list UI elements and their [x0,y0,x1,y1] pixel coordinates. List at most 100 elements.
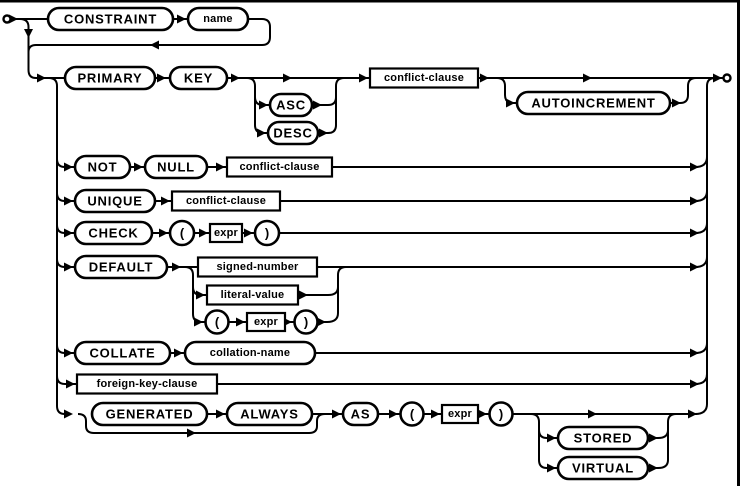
terminal-default: DEFAULT [73,254,169,280]
connector-right-collector [694,77,716,415]
terminal-lparen-default-label: ( [215,315,220,330]
nonterminal-expr-generated: expr [440,403,480,425]
window-right-border [737,0,740,486]
nonterminal-foreign-key-clause-shape [75,373,219,395]
terminal-desc: DESC [266,120,320,146]
nonterminal-conflict-clause-unique-shape [170,190,282,212]
terminal-virtual-shape [556,455,650,481]
terminal-check-label: CHECK [88,226,138,241]
nonterminal-collation-name-shape [183,340,317,366]
terminal-rparen-generated-label: ) [499,407,503,422]
terminal-key-shape [168,65,229,91]
terminal-desc-label: DESC [273,126,312,141]
terminal-generated: GENERATED [90,401,209,427]
terminal-stored: STORED [556,425,650,451]
nonterminal-conflict-clause-notnull: conflict-clause [225,156,334,178]
terminal-constraint-shape [46,6,175,32]
terminal-not-shape [73,154,132,180]
terminal-lparen-default-shape [204,309,230,335]
nonterminal-conflict-clause-pk-shape [368,67,480,89]
nonterminal-signed-number-shape [196,256,319,278]
nonterminal-collation-name: collation-name [183,340,317,366]
nonterminal-conflict-clause-notnull-shape [225,156,334,178]
nonterminal-name: name [186,6,250,32]
nonterminal-signed-number: signed-number [196,256,319,278]
nonterminal-expr-generated-shape [440,403,480,425]
nonterminal-signed-number-label: signed-number [216,261,299,273]
nonterminal-collation-name-label: collation-name [210,347,290,359]
terminal-as-label: AS [351,407,371,422]
terminal-desc-shape [266,120,320,146]
terminal-asc-label: ASC [276,98,306,113]
terminal-virtual: VIRTUAL [556,455,650,481]
terminal-primary: PRIMARY [63,65,157,91]
nonterminal-expr-default-label: expr [254,316,279,328]
nonterminal-literal-value-label: literal-value [221,289,285,301]
nonterminal-conflict-clause-unique-label: conflict-clause [186,195,266,207]
terminal-primary-label: PRIMARY [77,71,142,86]
terminal-null-label: NULL [157,160,195,175]
terminal-asc-shape [268,92,314,118]
nonterminal-conflict-clause-notnull-label: conflict-clause [239,161,319,173]
nonterminal-expr-default-shape [245,311,287,333]
nonterminal-foreign-key-clause: foreign-key-clause [75,373,219,395]
nonterminal-conflict-clause-pk: conflict-clause [368,67,480,89]
terminal-stored-shape [556,425,650,451]
terminal-collate: COLLATE [73,340,172,366]
terminal-unique: UNIQUE [73,188,157,214]
start-bullet [2,14,12,24]
terminal-rparen-check-label: ) [265,226,269,241]
terminal-asc: ASC [268,92,314,118]
terminal-collate-label: COLLATE [89,346,155,361]
window-top-border [0,0,740,3]
terminal-rparen-default-label: ) [304,315,308,330]
nonterminal-literal-value-shape [205,284,300,306]
terminal-as: AS [341,401,380,427]
terminal-generated-label: GENERATED [106,407,194,422]
terminal-default-label: DEFAULT [89,260,154,275]
terminal-key-label: KEY [184,71,213,86]
terminal-null-shape [143,154,209,180]
terminal-rparen-generated: ) [488,401,514,427]
terminal-autoincrement-label: AUTOINCREMENT [531,96,655,111]
end-bullet [722,73,732,83]
nonterminal-expr-generated-label: expr [448,408,473,420]
nonterminal-name-shape [186,6,250,32]
terminal-rparen-check-shape [253,219,281,247]
terminal-rparen-default: ) [293,309,319,335]
terminal-key: KEY [168,65,229,91]
terminal-stored-label: STORED [574,431,633,446]
terminal-lparen-check: ( [168,219,196,247]
terminal-lparen-check-label: ( [180,226,185,241]
terminal-collate-shape [73,340,172,366]
terminal-lparen-generated-label: ( [410,407,415,422]
terminal-unique-label: UNIQUE [87,194,142,209]
terminal-null: NULL [143,154,209,180]
terminal-rparen-default-shape [293,309,319,335]
terminal-virtual-label: VIRTUAL [572,461,634,476]
terminal-not-label: NOT [88,160,118,175]
connector-left-trunk [48,77,77,415]
nonterminal-conflict-clause-unique: conflict-clause [170,190,282,212]
terminal-lparen-generated: ( [399,401,425,427]
terminal-autoincrement-shape [515,90,672,116]
terminal-rparen-check: ) [253,219,281,247]
terminal-lparen-check-shape [168,219,196,247]
nonterminal-expr-default: expr [245,311,287,333]
terminal-always-label: ALWAYS [240,407,299,422]
terminal-unique-shape [73,188,157,214]
nonterminal-name-label: name [203,13,233,25]
terminal-check-shape [73,220,154,246]
terminal-primary-shape [63,65,157,91]
terminal-rparen-generated-shape [488,401,514,427]
terminal-lparen-default: ( [204,309,230,335]
terminal-not: NOT [73,154,132,180]
terminal-always: ALWAYS [225,401,314,427]
nonterminal-expr-check-shape [208,222,244,244]
terminal-constraint: CONSTRAINT [46,6,175,32]
nonterminal-expr-check: expr [208,222,244,244]
terminal-lparen-generated-shape [399,401,425,427]
nonterminal-foreign-key-clause-label: foreign-key-clause [97,378,198,390]
